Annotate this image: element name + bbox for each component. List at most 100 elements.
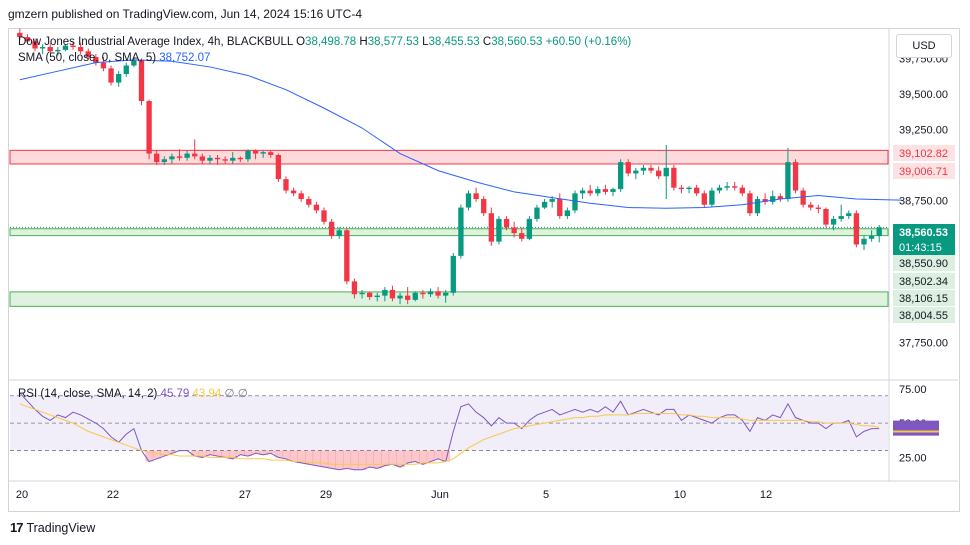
high-value: 38,577.53 (367, 36, 419, 48)
candle-body (587, 190, 593, 194)
price-label-bg (893, 290, 955, 306)
price-label: 38,560.53 (899, 227, 948, 239)
rsi-oversold-fill (312, 450, 321, 466)
candle-body (412, 292, 418, 300)
candle-body (754, 199, 761, 214)
candle-body (579, 190, 586, 194)
rsi-oversold-fill (145, 450, 154, 462)
candle-body (732, 186, 738, 188)
rsi-oversold-fill (160, 450, 169, 457)
rsi-oversold-fill (168, 450, 177, 454)
rsi-oversold-fill (190, 450, 200, 457)
publish-caption: gmzern published on TradingView.com, Jun… (8, 7, 362, 21)
candle-body (450, 255, 456, 293)
rsi-oversold-fill (419, 450, 428, 465)
candle-body (617, 162, 624, 190)
candle-body (671, 167, 677, 188)
chart-frame (8, 28, 960, 512)
price-label-bg (893, 273, 955, 289)
candle-body (192, 153, 198, 157)
candle-body (838, 216, 844, 219)
rsi-ma-last-marker (893, 430, 939, 433)
price-label: 38,106.15 (899, 293, 948, 305)
candle-body (549, 199, 555, 202)
candle-body (252, 150, 259, 154)
candle-body (595, 189, 601, 194)
open-label: O (296, 36, 306, 48)
low-value: 38,455.53 (428, 36, 480, 48)
candle-body (245, 150, 251, 160)
rsi-oversold-fill (152, 450, 161, 459)
candle-body (222, 159, 228, 161)
currency-button[interactable]: USD (896, 34, 952, 58)
candle-body (602, 189, 609, 192)
candle-body (214, 157, 221, 160)
candle-body (389, 289, 396, 299)
rsi-oversold-fill (320, 450, 329, 468)
candle-body (405, 295, 411, 300)
rsi-band-fill (10, 395, 888, 451)
candle-body (640, 167, 647, 171)
rsi-oversold-fill (251, 450, 260, 454)
candle-body (503, 218, 510, 228)
price-label: 38,502.34 (899, 276, 948, 288)
candle-body (785, 162, 791, 200)
candle-body (481, 199, 487, 214)
candle-body (275, 154, 282, 180)
zone-0 (9, 149, 889, 165)
countdown-label: 01:43:15 (899, 242, 942, 254)
candle-body (351, 281, 358, 295)
rsi-oversold-fill (426, 450, 435, 462)
candle-body (853, 213, 860, 245)
candle-body (359, 292, 365, 295)
candle-body (77, 47, 84, 52)
candle-body (24, 37, 31, 42)
time-tick-label: 12 (760, 489, 772, 501)
candle-body (724, 186, 730, 188)
candle-body (663, 167, 669, 177)
rsi-oversold-fill (365, 450, 374, 468)
rsi-legend: RSI (14, close, SMA, 14, 2) 45.79 43.94 … (18, 386, 248, 400)
tradingview-logo-icon: 17 (10, 520, 24, 535)
change-value: +60.50 (+0.16%) (545, 36, 632, 48)
candle-body (610, 189, 616, 192)
candle-body (526, 218, 533, 239)
candle-body (830, 218, 837, 225)
candle-body (868, 235, 875, 239)
candle-body (427, 291, 434, 295)
candle-body (230, 157, 236, 161)
candle-body (237, 157, 244, 160)
sma-title: SMA (50, close, 0, SMA, 5) (18, 52, 157, 64)
rsi-na-2: ∅ (237, 388, 248, 400)
candle-body (694, 187, 700, 194)
rsi-oversold-fill (206, 450, 215, 455)
rsi-ma-line (19, 403, 880, 465)
candle-body (420, 292, 426, 295)
candle-body (808, 204, 814, 208)
candle-body (686, 187, 692, 190)
rsi-oversold-fill (244, 450, 253, 457)
candle-body (283, 179, 289, 191)
footer-brand: 17 TradingView (10, 520, 95, 535)
sma-legend: SMA (50, close, 0, SMA, 5) 38,752.07 (18, 52, 210, 64)
candle-body (108, 68, 114, 83)
candle-body (17, 32, 23, 38)
candle-body (131, 59, 137, 66)
candle-body (62, 45, 69, 50)
price-tick-label: 39,250.00 (899, 124, 948, 136)
price-tick-label: 37,750.00 (899, 337, 948, 349)
candle-body (443, 292, 449, 296)
rsi-oversold-fill (343, 450, 352, 469)
rsi-oversold-fill (388, 450, 397, 465)
candle-body (861, 238, 867, 245)
rsi-last-bg (893, 420, 939, 436)
price-tick-label: 38,750.00 (899, 195, 948, 207)
candle-body (823, 208, 829, 225)
candle-body (207, 157, 213, 161)
rsi-oversold-fill (274, 450, 283, 458)
candle-body (777, 196, 783, 200)
candle-body (465, 193, 472, 208)
rsi-oversold-fill (403, 450, 412, 463)
candle-body (366, 292, 373, 298)
